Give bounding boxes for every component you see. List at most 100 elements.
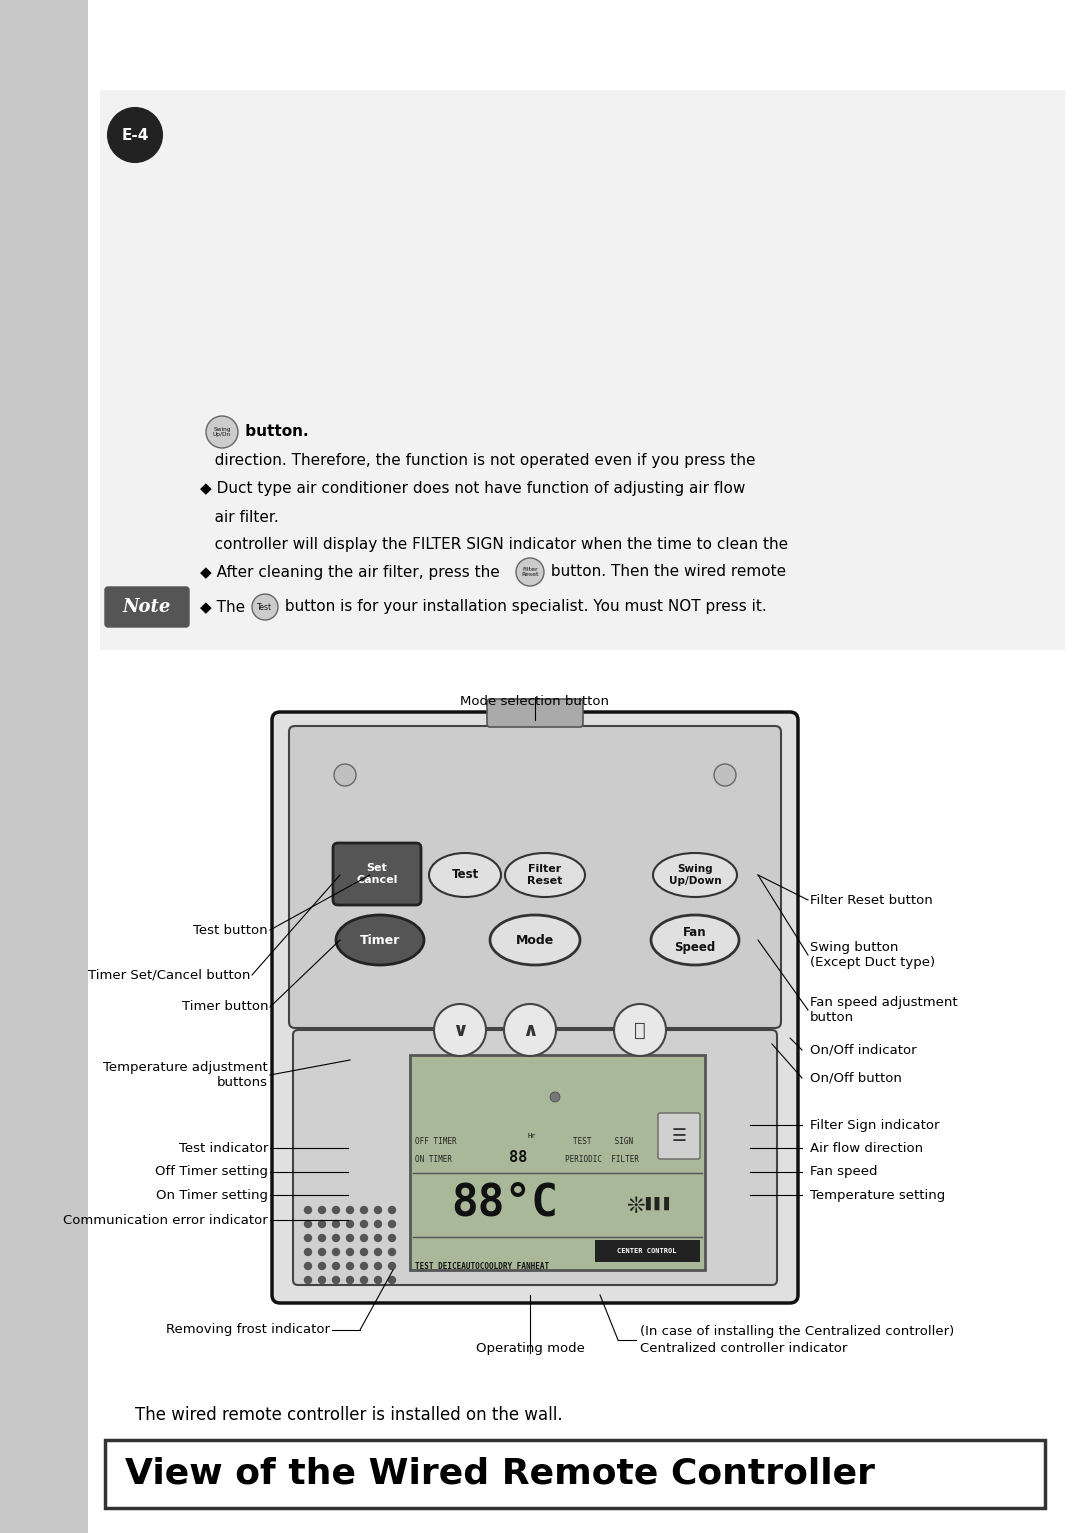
Bar	[610, 1185, 675, 1225]
Circle shape	[615, 1004, 666, 1056]
FancyBboxPatch shape	[333, 843, 421, 904]
Text: (In case of installing the Centralized controller): (In case of installing the Centralized c…	[640, 1325, 955, 1338]
Text: Swing button
(Except Duct type): Swing button (Except Duct type)	[810, 941, 935, 969]
FancyBboxPatch shape	[105, 587, 189, 627]
Circle shape	[504, 1004, 556, 1056]
Text: Temperature adjustment
buttons: Temperature adjustment buttons	[104, 1061, 268, 1088]
Text: Test: Test	[257, 602, 272, 612]
Circle shape	[375, 1220, 381, 1228]
Text: Test button: Test button	[193, 923, 268, 937]
Text: Fan speed adjustment
button: Fan speed adjustment button	[810, 996, 958, 1024]
Circle shape	[319, 1234, 325, 1242]
Circle shape	[347, 1263, 353, 1269]
Circle shape	[389, 1277, 395, 1283]
Text: Filter
Reset: Filter Reset	[522, 567, 539, 578]
Circle shape	[333, 1234, 339, 1242]
Circle shape	[206, 415, 238, 448]
Circle shape	[434, 1004, 486, 1056]
Text: Mode: Mode	[516, 934, 554, 946]
Text: ⏻: ⏻	[634, 1021, 646, 1039]
Bar	[0, 0, 87, 1533]
Ellipse shape	[651, 915, 739, 964]
Circle shape	[347, 1277, 353, 1283]
Circle shape	[108, 107, 162, 162]
Circle shape	[333, 1206, 339, 1214]
Bar	[595, 1240, 700, 1262]
Circle shape	[361, 1263, 367, 1269]
Text: Set
Cancel: Set Cancel	[356, 863, 397, 885]
Text: ∧: ∧	[522, 1021, 538, 1039]
Circle shape	[319, 1277, 325, 1283]
Ellipse shape	[653, 852, 737, 897]
Circle shape	[389, 1220, 395, 1228]
Circle shape	[347, 1234, 353, 1242]
Bar	[410, 1055, 705, 1269]
Circle shape	[333, 1263, 339, 1269]
Circle shape	[361, 1220, 367, 1228]
FancyBboxPatch shape	[272, 711, 798, 1303]
Circle shape	[389, 1248, 395, 1256]
Text: OFF TIMER: OFF TIMER	[415, 1137, 457, 1147]
Circle shape	[305, 1206, 311, 1214]
Circle shape	[516, 558, 544, 586]
Ellipse shape	[429, 852, 501, 897]
Text: Filter Sign indicator: Filter Sign indicator	[810, 1119, 940, 1131]
Text: Timer button: Timer button	[181, 1001, 268, 1013]
Text: Note: Note	[123, 598, 172, 616]
Circle shape	[305, 1277, 311, 1283]
Text: On/Off indicator: On/Off indicator	[810, 1044, 917, 1056]
Circle shape	[375, 1277, 381, 1283]
Circle shape	[389, 1263, 395, 1269]
Text: ☰: ☰	[672, 1127, 687, 1145]
FancyBboxPatch shape	[658, 1113, 700, 1159]
Bar	[105, 1439, 1045, 1508]
Circle shape	[305, 1220, 311, 1228]
Text: View of the Wired Remote Controller: View of the Wired Remote Controller	[125, 1456, 875, 1492]
Text: Fan
Speed: Fan Speed	[674, 926, 716, 954]
Circle shape	[319, 1248, 325, 1256]
Circle shape	[389, 1234, 395, 1242]
Text: On/Off button: On/Off button	[810, 1072, 902, 1084]
Text: Centralized controller indicator: Centralized controller indicator	[640, 1341, 848, 1355]
Text: TEST     SIGN: TEST SIGN	[573, 1137, 633, 1147]
Text: Timer: Timer	[360, 934, 401, 946]
Text: Air flow direction: Air flow direction	[810, 1142, 923, 1154]
Text: ∨: ∨	[453, 1021, 468, 1039]
Text: ◆ Duct type air conditioner does not have function of adjusting air flow: ◆ Duct type air conditioner does not hav…	[200, 480, 745, 495]
Circle shape	[347, 1248, 353, 1256]
Circle shape	[375, 1234, 381, 1242]
Text: ◆ The: ◆ The	[200, 599, 249, 615]
Text: Off Timer setting: Off Timer setting	[156, 1165, 268, 1179]
Text: ▌▌▌: ▌▌▌	[646, 1196, 674, 1210]
Circle shape	[347, 1220, 353, 1228]
Text: air filter.: air filter.	[200, 510, 279, 526]
Circle shape	[375, 1206, 381, 1214]
Text: On Timer setting: On Timer setting	[156, 1188, 268, 1202]
Circle shape	[319, 1263, 325, 1269]
Circle shape	[305, 1234, 311, 1242]
Ellipse shape	[505, 852, 585, 897]
Circle shape	[252, 593, 278, 619]
Text: Swing
Up/Down: Swing Up/Down	[669, 865, 721, 886]
Text: Fan speed: Fan speed	[810, 1165, 877, 1179]
Bar	[100, 90, 1065, 650]
Circle shape	[347, 1206, 353, 1214]
Circle shape	[714, 763, 735, 786]
Circle shape	[305, 1263, 311, 1269]
Text: Temperature setting: Temperature setting	[810, 1188, 945, 1202]
Text: direction. Therefore, the function is not operated even if you press the: direction. Therefore, the function is no…	[200, 454, 756, 469]
Text: Test: Test	[451, 869, 478, 881]
Circle shape	[319, 1220, 325, 1228]
Text: ❊: ❊	[625, 1197, 645, 1217]
Circle shape	[550, 1091, 561, 1102]
Text: PERIODIC  FILTER: PERIODIC FILTER	[565, 1154, 639, 1164]
Circle shape	[389, 1206, 395, 1214]
Text: Communication error indicator: Communication error indicator	[64, 1214, 268, 1226]
Circle shape	[333, 1220, 339, 1228]
Text: TEST DEICEAUTOCOOLDRY FANHEAT: TEST DEICEAUTOCOOLDRY FANHEAT	[415, 1262, 549, 1271]
Text: Removing frost indicator: Removing frost indicator	[166, 1323, 330, 1337]
Text: ◆ After cleaning the air filter, press the: ◆ After cleaning the air filter, press t…	[200, 564, 504, 579]
Circle shape	[375, 1263, 381, 1269]
Ellipse shape	[336, 915, 424, 964]
Text: The wired remote controller is installed on the wall.: The wired remote controller is installed…	[135, 1406, 563, 1424]
